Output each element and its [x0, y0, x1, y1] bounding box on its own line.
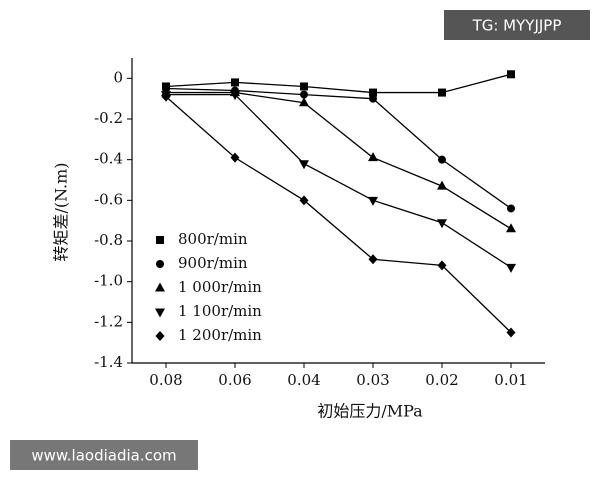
marker [507, 204, 515, 213]
marker [438, 155, 446, 164]
y-tick-label: 0 [113, 68, 123, 86]
marker [368, 152, 378, 162]
legend-label: 1 200r/min [178, 326, 262, 344]
marker [438, 88, 446, 97]
x-tick-label: 0.01 [494, 371, 527, 389]
marker [506, 263, 516, 273]
marker [437, 219, 447, 229]
marker [507, 70, 515, 79]
marker [368, 196, 378, 206]
y-tick-label: -0.4 [94, 150, 123, 168]
marker [300, 90, 308, 99]
y-tick-label: -1.4 [94, 353, 123, 371]
y-tick-label: -0.6 [94, 190, 123, 208]
marker [506, 327, 516, 338]
legend-label: 1 000r/min [178, 278, 262, 296]
marker [299, 160, 309, 170]
x-tick-label: 0.02 [425, 371, 458, 389]
marker [369, 94, 377, 103]
x-axis-label: 初始压力/MPa [317, 402, 423, 421]
marker [299, 97, 309, 107]
x-tick-label: 0.03 [356, 371, 389, 389]
y-axis-label: 转矩差/(N.m) [52, 162, 71, 261]
watermark: www.laodiadia.com [31, 447, 176, 465]
marker [300, 82, 308, 91]
y-tick-label: -1.0 [94, 272, 123, 290]
watermark-box [444, 10, 590, 40]
watermark: TG: MYYJJPP [472, 17, 562, 35]
marker [155, 308, 165, 318]
marker [369, 88, 377, 97]
marker [231, 78, 239, 87]
marker [161, 91, 171, 102]
line [165, 96, 512, 333]
marker [437, 180, 447, 190]
watermark-box [10, 440, 198, 470]
x-tick-label: 0.04 [287, 371, 320, 389]
y-tick-label: -0.8 [94, 231, 123, 249]
y-tick-label: -0.2 [94, 109, 123, 127]
x-tick-label: 0.08 [149, 371, 182, 389]
marker [156, 236, 164, 244]
line [166, 93, 512, 268]
line [165, 73, 512, 94]
marker [437, 260, 447, 271]
marker [230, 91, 240, 101]
marker [155, 331, 165, 341]
legend-label: 900r/min [178, 254, 248, 272]
marker [156, 260, 164, 268]
marker [368, 254, 378, 265]
legend-label: 1 100r/min [178, 302, 262, 320]
line [165, 87, 512, 209]
legend-label: 800r/min [178, 230, 248, 248]
marker [230, 152, 240, 163]
x-tick-label: 0.06 [218, 371, 251, 389]
y-tick-label: -1.2 [94, 312, 123, 330]
marker [299, 195, 309, 206]
marker [155, 282, 165, 292]
marker [506, 223, 516, 233]
line [166, 91, 512, 230]
